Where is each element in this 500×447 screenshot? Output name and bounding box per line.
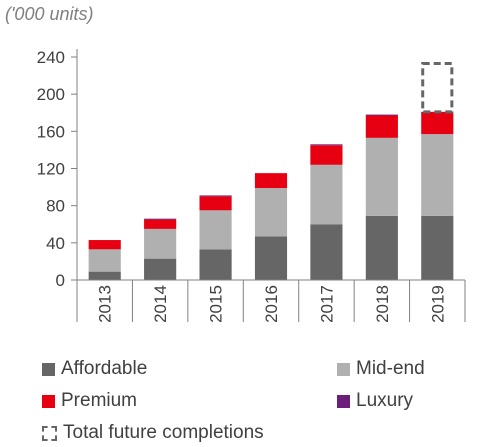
- bar-midend-2013: [88, 249, 121, 272]
- bar-luxury-2017: [310, 144, 343, 146]
- x-tick-label: 2015: [207, 285, 226, 323]
- bar-premium-2015: [199, 196, 232, 211]
- bar-luxury-2015: [199, 195, 232, 197]
- y-axis: 0 40 80 120 160 200 240: [37, 48, 78, 290]
- bar-premium-2013: [88, 240, 121, 250]
- legend-label-premium: Premium: [61, 390, 138, 411]
- bar-affordable-2013: [88, 271, 121, 280]
- legend-item-premium: Premium: [42, 390, 137, 412]
- bar-affordable-2015: [199, 249, 232, 280]
- legend-swatch-luxury: [337, 394, 350, 408]
- x-tick-label: 2014: [151, 285, 170, 323]
- bar-affordable-2017: [310, 224, 343, 280]
- bar-premium-2017: [310, 145, 343, 165]
- legend-swatch-future: [42, 425, 57, 441]
- bar-luxury-2018: [365, 114, 398, 116]
- x-tick-label: 2017: [317, 285, 336, 323]
- legend-swatch-affordable: [42, 362, 55, 376]
- x-tick-label: 2019: [428, 285, 447, 323]
- bar-midend-2014: [144, 228, 177, 259]
- unit-label: ('000 units): [5, 4, 94, 24]
- y-tick-label: 120: [37, 160, 65, 179]
- bars: [88, 62, 454, 280]
- bar-luxury-2014: [144, 218, 177, 220]
- x-tick-label: 2013: [96, 285, 115, 323]
- legend-item-future: Total future completions: [42, 422, 264, 444]
- legend-label-future: Total future completions: [63, 422, 264, 443]
- y-tick-label: 160: [37, 122, 65, 141]
- bar-midend-2017: [310, 164, 343, 225]
- y-tick-label: 0: [56, 271, 65, 290]
- bar-affordable-2018: [365, 215, 398, 280]
- bar-premium-2019: [421, 111, 454, 135]
- bar-midend-2015: [199, 210, 232, 250]
- bar-future-2019: [421, 62, 454, 114]
- y-tick-label: 200: [37, 85, 65, 104]
- bar-premium-2018: [365, 115, 398, 138]
- legend-item-midend: Mid-end: [337, 358, 425, 380]
- bar-midend-2018: [365, 137, 398, 216]
- bar-affordable-2014: [144, 258, 177, 280]
- legend-swatch-midend: [337, 362, 350, 376]
- legend-label-luxury: Luxury: [356, 390, 414, 411]
- bar-midend-2016: [254, 188, 288, 237]
- legend: Affordable Mid-end Premium Luxury Total …: [42, 354, 482, 446]
- y-tick-label: 80: [46, 197, 65, 216]
- y-tick-label: 40: [46, 234, 65, 253]
- legend-label-midend: Mid-end: [356, 358, 425, 379]
- legend-item-affordable: Affordable: [42, 358, 147, 380]
- legend-item-luxury: Luxury: [337, 390, 413, 412]
- legend-swatch-premium: [42, 394, 55, 408]
- bar-affordable-2019: [421, 215, 454, 280]
- bar-premium-2014: [144, 219, 177, 229]
- bar-premium-2016: [254, 173, 288, 189]
- bar-midend-2019: [421, 134, 454, 216]
- x-axis: 2013 2014 2015 2016 2017 2018 2019: [76, 279, 466, 323]
- x-tick-label: 2018: [373, 285, 392, 323]
- legend-label-affordable: Affordable: [61, 358, 148, 379]
- x-tick-label: 2016: [262, 285, 281, 323]
- y-tick-label: 240: [37, 48, 65, 67]
- bar-affordable-2016: [254, 236, 288, 280]
